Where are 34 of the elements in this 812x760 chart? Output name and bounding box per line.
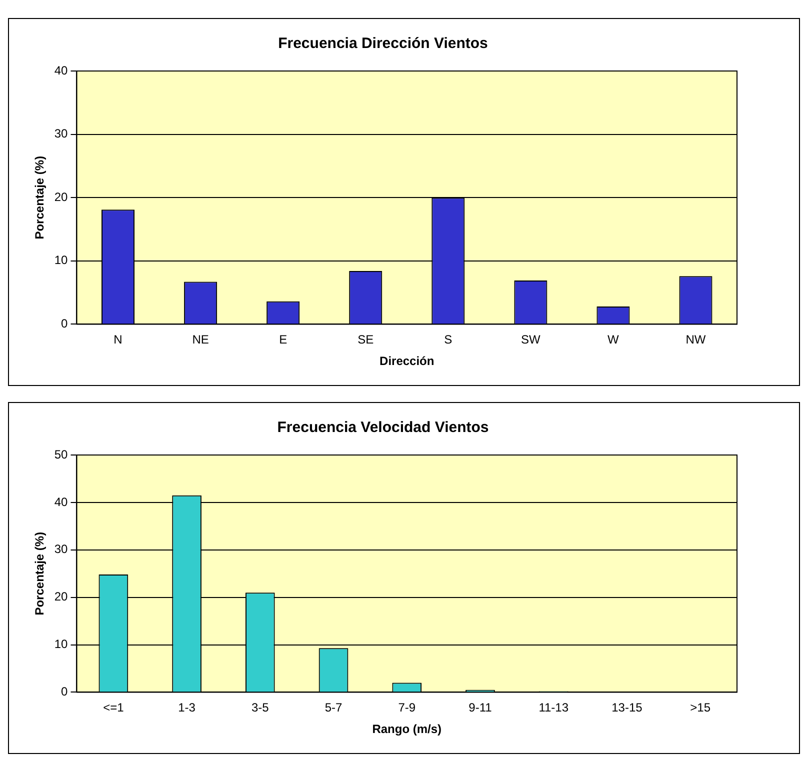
y-axis-title: Porcentaje (%) bbox=[32, 532, 47, 616]
y-tick-label: 20 bbox=[54, 190, 68, 204]
y-tick-label: 0 bbox=[61, 316, 68, 331]
x-tick-label: 13-15 bbox=[612, 700, 643, 715]
y-tick-label: 20 bbox=[54, 590, 68, 604]
y-tick-label: 50 bbox=[54, 447, 68, 462]
y-tick-label: 10 bbox=[54, 253, 68, 268]
x-tick-label: 3-5 bbox=[251, 700, 270, 715]
x-tick-label: NE bbox=[192, 332, 209, 347]
x-tick-label: 5-7 bbox=[324, 700, 343, 715]
x-tick-label: SE bbox=[358, 332, 374, 347]
y-tick-label: 40 bbox=[54, 494, 68, 509]
x-tick-label: <=1 bbox=[103, 700, 124, 715]
x-tick-label: 11-13 bbox=[538, 700, 569, 715]
x-tick-label: >15 bbox=[690, 700, 711, 715]
chart-title: Frecuencia Velocidad Vientos bbox=[277, 419, 489, 436]
x-tick-label: NW bbox=[686, 332, 706, 347]
y-tick-label: 10 bbox=[54, 637, 68, 652]
x-tick-label: 1-3 bbox=[178, 700, 196, 715]
x-tick-label: E bbox=[279, 332, 288, 347]
y-axis-title: Porcentaje (%) bbox=[32, 156, 47, 240]
x-tick-label: N bbox=[114, 332, 122, 347]
x-tick-label: 7-9 bbox=[398, 700, 416, 715]
x-axis-title: Rango (m/s) bbox=[372, 722, 442, 736]
y-tick-label: 30 bbox=[54, 126, 68, 141]
x-tick-label: SW bbox=[521, 332, 542, 347]
chart-title: Frecuencia Dirección Vientos bbox=[278, 35, 488, 52]
x-tick-label: 9-11 bbox=[468, 700, 492, 715]
x-tick-label: S bbox=[444, 332, 452, 347]
y-tick-label: 30 bbox=[54, 542, 68, 556]
x-tick-label: W bbox=[608, 332, 620, 347]
y-tick-label: 40 bbox=[54, 63, 68, 78]
y-tick-label: 0 bbox=[61, 684, 68, 699]
x-axis-title: Dirección bbox=[380, 354, 434, 368]
